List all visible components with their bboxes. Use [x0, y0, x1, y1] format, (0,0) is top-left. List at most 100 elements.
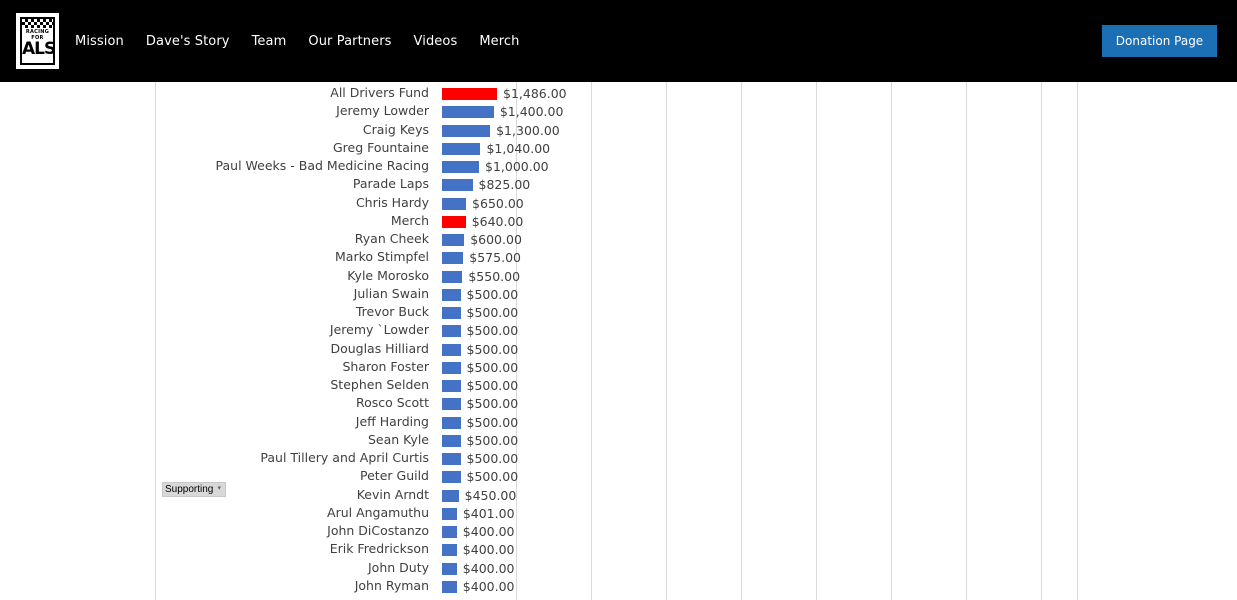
donation-amount-label: $500.00	[466, 286, 519, 302]
supporter-name: Paul Weeks - Bad Medicine Racing	[215, 158, 429, 173]
donation-bar	[442, 197, 467, 210]
donation-bar	[442, 307, 461, 319]
donation-amount-label: $400.00	[462, 578, 515, 594]
chart-row: Craig Keys $1,300.00	[0, 121, 1237, 139]
grid-line	[741, 82, 742, 600]
donation-amount-label: $450.00	[464, 487, 517, 503]
donation-amount-label: $575.00	[469, 250, 521, 266]
supporter-name: Craig Keys	[362, 121, 429, 137]
donation-amount-label: $825.00	[478, 177, 531, 193]
donation-amount-label: $400.00	[462, 560, 515, 576]
chart-row: Greg Fountaine $1,040.00	[0, 139, 1237, 157]
donation-bar	[442, 489, 459, 502]
nav-team[interactable]: Team	[251, 33, 287, 49]
chart-row: Erik Fredrickson $400.00	[0, 540, 1237, 558]
donation-bar	[442, 580, 457, 593]
donation-amount-label: $500.00	[466, 341, 519, 357]
grid-line	[966, 82, 967, 600]
donation-bar	[442, 252, 464, 265]
donation-bar	[442, 361, 461, 374]
supporter-name: Greg Fountaine	[332, 139, 429, 155]
chevron-down-icon: ▾	[217, 485, 221, 492]
racing-for-als-logo[interactable]: RACING FOR ALS	[16, 13, 59, 69]
grid-line	[591, 82, 592, 600]
nav-daves-story[interactable]: Dave's Story	[145, 33, 230, 49]
nav-merch[interactable]: Merch	[479, 33, 520, 49]
donation-amount-label: $650.00	[472, 195, 524, 211]
donation-bar	[442, 398, 461, 411]
donation-amount-label: $500.00	[466, 378, 519, 393]
donation-amount-label: $1,040.00	[486, 140, 551, 156]
donation-bar	[442, 507, 457, 520]
donation-bar	[442, 562, 457, 575]
supporter-name: Erik Fredrickson	[329, 541, 429, 557]
supporter-name: Jeremy `Lowder	[329, 322, 429, 338]
chart-row: Ryan Cheek $600.00	[0, 230, 1237, 248]
donation-bar	[442, 215, 466, 228]
nav-mission[interactable]: Mission	[75, 33, 124, 49]
supporter-name: John Ryman	[354, 577, 429, 593]
supporter-name: All Drivers Fund	[330, 85, 429, 100]
supporter-name: Parade Laps	[352, 176, 429, 192]
donation-bar	[442, 88, 497, 100]
nav-our-partners[interactable]: Our Partners	[308, 33, 392, 49]
donation-bar	[442, 453, 461, 465]
donation-bar	[442, 471, 461, 484]
grid-line	[816, 82, 817, 600]
chart-row: Arul Angamuthu $401.00	[0, 504, 1237, 522]
donation-bar	[442, 325, 461, 338]
checkered-flag-pattern	[22, 19, 53, 28]
donation-amount-label: $1,486.00	[503, 86, 567, 101]
supporter-name: Sharon Foster	[342, 358, 429, 374]
donation-bar	[442, 124, 491, 137]
donation-amount-label: $400.00	[462, 542, 515, 558]
supporter-name: Jeremy Lowder	[336, 103, 429, 119]
supporter-name: John Duty	[368, 559, 429, 575]
donation-bar	[442, 161, 479, 173]
donation-bar	[442, 416, 461, 429]
donation-bar	[442, 343, 461, 356]
supporters-chart: All Drivers Fund $1,486.00 Jeremy Lowder $1…	[0, 82, 1237, 600]
supporter-name: Julian Swain	[353, 285, 429, 301]
supporter-name: Kyle Morosko	[347, 267, 429, 283]
supporter-name: Trevor Buck	[355, 304, 429, 319]
site-header: RACING FOR ALS Mission Dave's Story Team…	[0, 0, 1237, 82]
donation-bar	[442, 288, 461, 301]
chart-row: Trevor Buck $500.00	[0, 303, 1237, 321]
main-nav: Mission Dave's Story Team Our Partners V…	[75, 0, 542, 82]
donation-bar	[442, 234, 465, 246]
donation-amount-label: $500.00	[466, 414, 519, 430]
supporter-name: Peter Guild	[360, 468, 429, 484]
supporter-name: Ryan Cheek	[354, 231, 429, 246]
chart-row: Kevin Arndt $450.00	[0, 486, 1237, 504]
chart-row: Douglas Hilliard $500.00	[0, 340, 1237, 358]
donation-amount-label: $600.00	[470, 232, 522, 247]
chart-row: Jeff Harding $500.00	[0, 413, 1237, 431]
donation-amount-label: $1,400.00	[499, 104, 564, 120]
donation-page-button[interactable]: Donation Page	[1102, 25, 1217, 57]
chart-row: Julian Swain $500.00	[0, 285, 1237, 303]
donation-amount-label: $400.00	[462, 524, 515, 539]
chart-row: Peter Guild $500.00	[0, 467, 1237, 485]
donation-bar	[442, 270, 463, 283]
supporting-filter-dropdown[interactable]: Supporting ▾	[162, 482, 226, 497]
chart-row: Parade Laps $825.00	[0, 175, 1237, 193]
logo-badge: RACING FOR ALS	[20, 17, 55, 65]
donation-amount-label: $500.00	[466, 396, 519, 412]
chart-row: Paul Tillery and April Curtis $500.00	[0, 449, 1237, 467]
chart-row: All Drivers Fund $1,486.00	[0, 84, 1237, 102]
grid-line	[666, 82, 667, 600]
chart-row: John DiCostanzo $400.00	[0, 522, 1237, 540]
nav-videos[interactable]: Videos	[413, 33, 458, 49]
donation-bar	[442, 106, 494, 119]
donation-bar	[442, 544, 457, 557]
grid-line	[891, 82, 892, 600]
filter-label: Supporting	[165, 484, 214, 495]
donation-amount-label: $500.00	[466, 451, 519, 466]
chart-row: Sean Kyle $500.00	[0, 431, 1237, 449]
donation-amount-label: $500.00	[466, 359, 519, 375]
supporter-name: John DiCostanzo	[327, 523, 429, 538]
donation-amount-label: $550.00	[468, 268, 521, 284]
chart-row: Marko Stimpfel $575.00	[0, 248, 1237, 266]
donation-amount-label: $500.00	[466, 469, 519, 485]
